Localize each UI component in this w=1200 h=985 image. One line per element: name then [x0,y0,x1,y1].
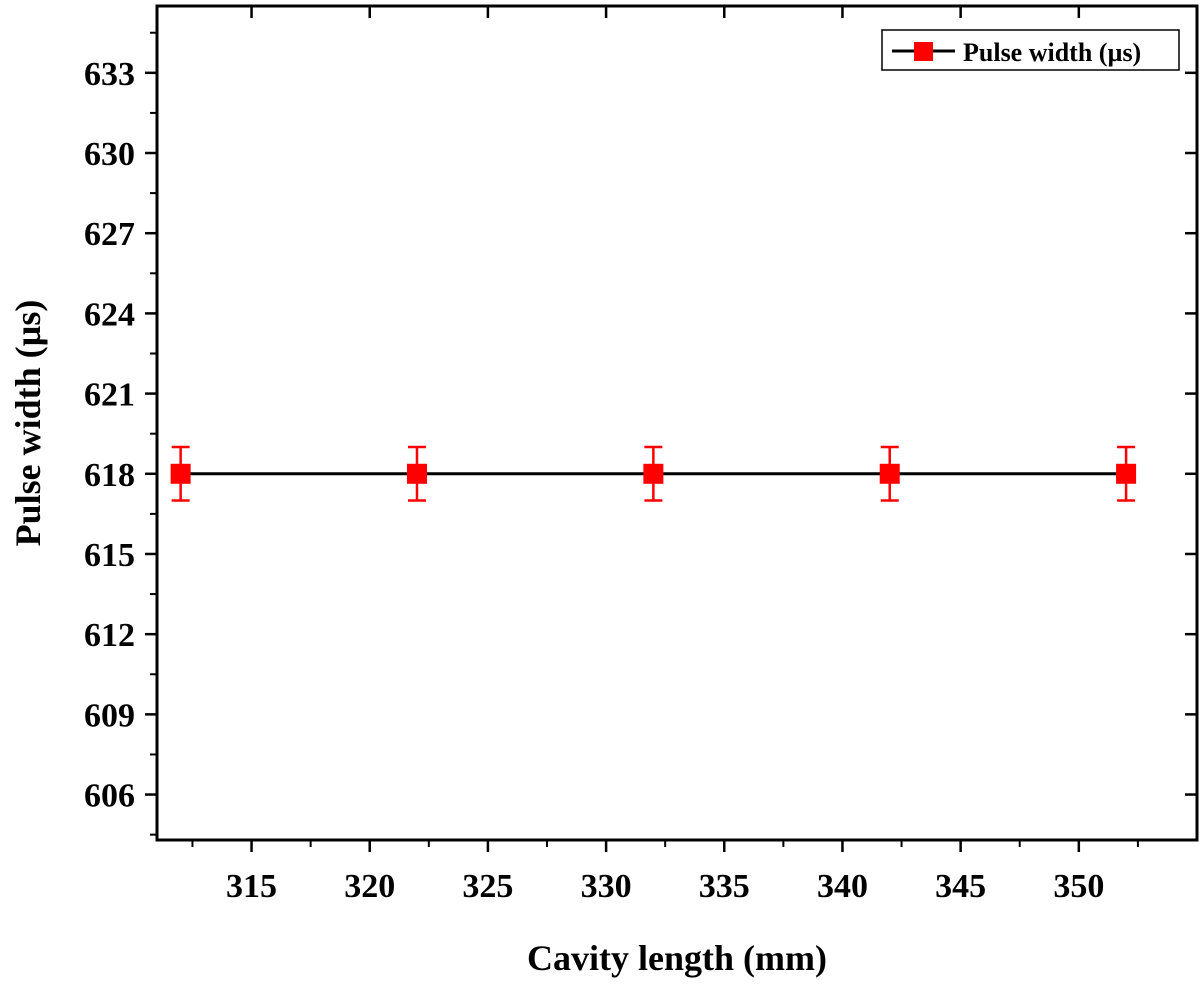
x-tick-label: 330 [581,868,632,905]
x-tick-label: 340 [817,868,868,905]
data-point-marker [407,463,427,484]
y-tick-label: 627 [84,216,135,253]
x-tick-label: 350 [1053,868,1104,905]
y-tick-label: 609 [84,697,135,734]
data-point-marker [1116,463,1137,484]
y-tick-label: 633 [84,56,135,93]
data-point-marker [879,463,900,484]
y-tick-label: 621 [84,377,135,414]
y-tick-label: 612 [84,617,135,654]
data-point-marker [643,463,664,484]
ticks-layer: 315 320 325 330 335 340 345 350 606 609 612 615 618 6… [84,6,1197,905]
y-axis-title: Pulse width (µs) [8,300,48,547]
legend: Pulse width (µs) [881,29,1180,71]
x-tick-label: 325 [462,868,513,905]
x-tick-label: 335 [699,868,750,905]
legend-marker-sample [914,42,933,61]
y-tick-label: 630 [84,136,135,173]
x-tick-label: 345 [935,868,986,905]
x-axis-title: Cavity length (mm) [527,938,827,978]
y-tick-label: 618 [84,457,135,494]
y-tick-label: 606 [84,778,135,815]
y-tick-label: 615 [84,537,135,574]
data-point-marker [170,463,191,484]
x-tick-label: 315 [226,868,277,905]
x-tick-label: 320 [344,868,395,905]
legend-label: Pulse width (µs) [963,38,1141,67]
plot-frame [155,4,1199,842]
y-tick-label: 624 [84,296,135,333]
plot-layer [170,445,1137,502]
